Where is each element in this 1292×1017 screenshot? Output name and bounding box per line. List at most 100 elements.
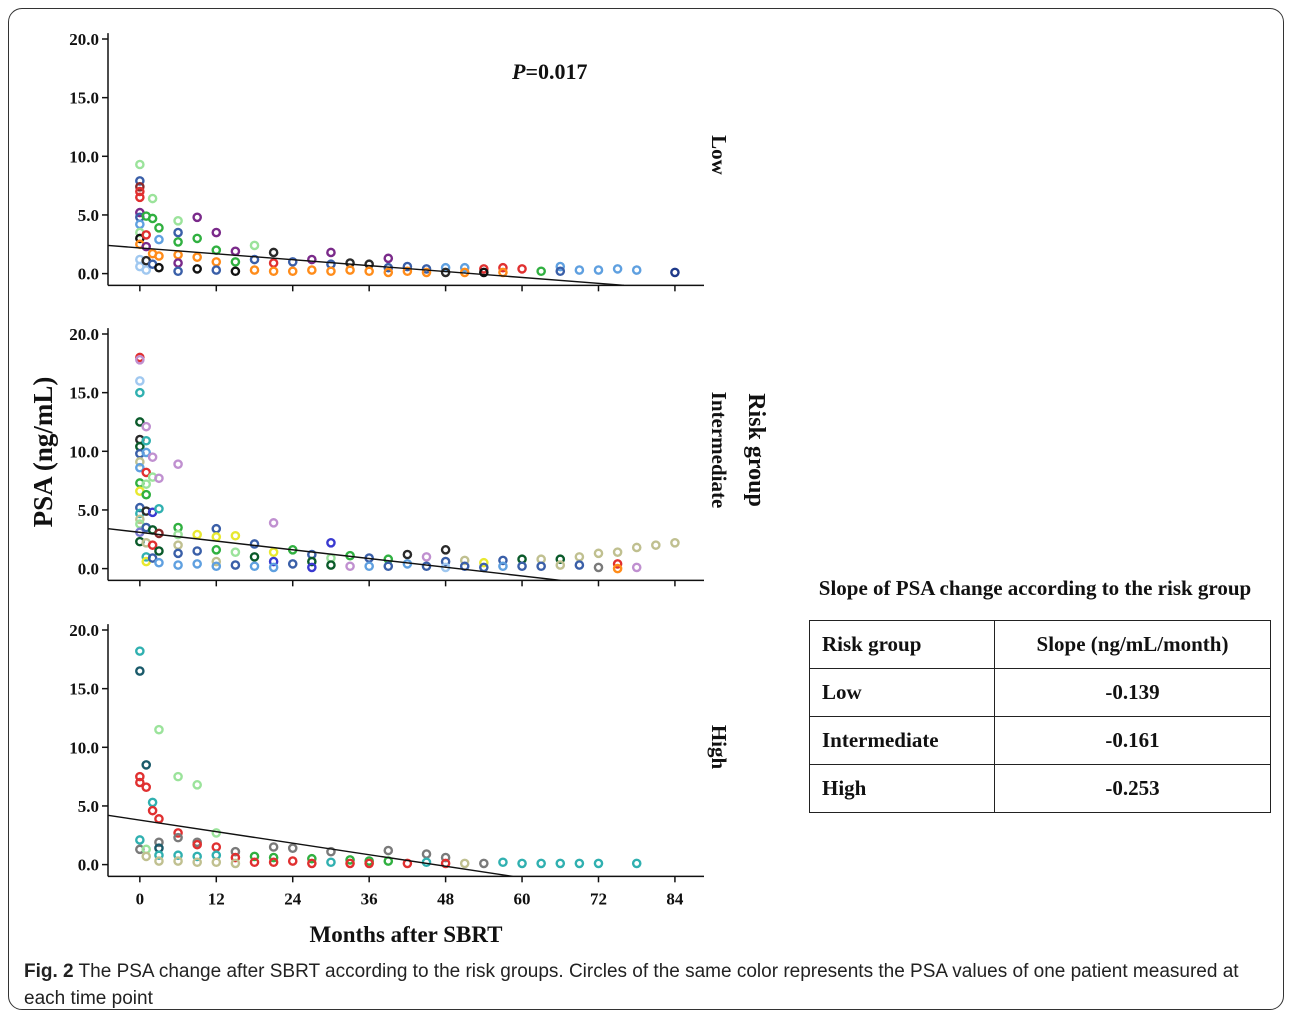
panel-high: 0.0 5.0 10.0 15.0 20.0 0 12 24 36 48 60 72 84 High [69,621,731,908]
data-point [135,159,145,170]
data-point [192,212,202,223]
fit-line [107,528,561,582]
data-point [211,545,222,555]
data-point [307,254,317,265]
data-point [211,257,222,267]
data-point [230,547,241,557]
x-tick-label: 84 [666,889,684,908]
p-value-text: =0.017 [525,59,587,84]
data-point [192,252,202,262]
data-point [402,266,413,277]
data-point [141,851,152,862]
data-point [440,858,451,869]
data-point [135,176,145,186]
data-point [555,266,566,277]
data-point [383,253,394,264]
data-point [154,528,164,539]
data-point [268,857,279,868]
data-point [593,548,604,559]
data-point [517,858,527,869]
p-value-letter: P [511,59,526,84]
data-point [612,559,623,569]
row-group: Intermediate [809,716,995,765]
table-row: Low -0.139 [809,668,1271,717]
header-slope: Slope (ng/mL/month) [994,620,1271,669]
data-point [211,556,222,567]
data-point [249,851,260,862]
data-point [173,850,183,861]
panel-low: 0.0 5.0 10.0 15.0 20.0 Low [69,30,731,292]
y-tick-label: 15.0 [69,89,99,108]
data-point [364,858,374,869]
y-tick-label: 10.0 [69,442,99,461]
data-point [211,561,222,572]
data-point [498,262,508,273]
data-point [230,266,241,277]
data-point [307,265,317,275]
data-point [593,858,604,869]
data-point [135,457,145,467]
data-point [154,262,164,273]
data-point [249,539,260,549]
x-tick-label: 36 [361,889,378,908]
data-point [135,666,145,676]
data-point [440,852,451,863]
data-point [268,247,279,258]
data-point [173,856,183,866]
data-point [479,557,489,568]
data-point [574,552,585,562]
data-point [249,561,260,572]
data-point [147,540,158,550]
data-point [440,556,451,567]
data-point [459,555,470,566]
data-point [230,257,241,267]
data-point [211,842,222,852]
data-point [307,562,317,573]
data-point [498,561,508,572]
data-point [612,547,623,557]
y-tick-label: 0.0 [78,265,99,284]
y-tick-label: 20.0 [69,30,99,49]
data-point [173,258,183,268]
data-point [173,250,183,260]
y-tick-label: 5.0 [78,206,99,225]
table-row: Intermediate -0.161 [809,716,1271,765]
x-tick-label: 72 [590,889,607,908]
data-point [141,782,152,792]
row-slope: -0.161 [994,716,1271,765]
data-point [249,240,260,251]
y-tick-label: 20.0 [69,621,99,640]
data-point [135,462,145,473]
data-point [383,267,394,278]
data-point [268,556,279,567]
data-point [268,852,279,863]
row-group: High [809,764,995,813]
header-risk-group: Risk group [809,620,995,669]
slope-table-header: Risk group Slope (ng/mL/month) [809,620,1271,669]
data-point [192,857,202,868]
data-point [173,771,183,782]
data-point [230,858,241,869]
row-slope: -0.253 [994,764,1271,813]
data-point [192,264,202,274]
x-tick-label: 12 [208,889,225,908]
data-point [192,546,202,556]
y-tick-label: 20.0 [69,325,99,344]
data-point [555,554,566,565]
data-point [211,532,222,542]
data-point [154,850,164,861]
x-tick-label: 0 [136,889,145,908]
data-point [593,562,604,573]
x-tick-label: 24 [284,889,302,908]
data-point [173,548,183,559]
data-point [173,832,183,843]
data-point [211,523,222,534]
p-value-annotation: P=0.017 [511,59,588,84]
data-point [192,780,202,790]
caption-text: The PSA change after SBRT according to t… [24,961,1239,1009]
y-tick-label: 15.0 [69,680,99,699]
data-point [574,858,585,869]
data-point [593,265,604,275]
data-point [147,805,158,816]
data-point [173,560,183,570]
